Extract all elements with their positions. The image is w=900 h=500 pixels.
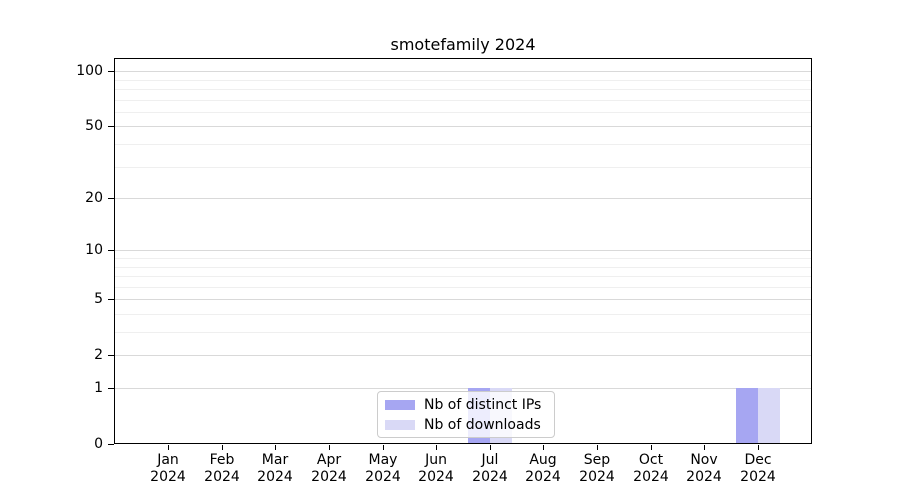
chart-title: smotefamily 2024 — [390, 35, 536, 54]
legend-swatch-distinct-ips — [385, 399, 415, 410]
bar-downloads-dec — [757, 388, 780, 444]
gridline-major-1 — [114, 388, 812, 390]
x-tick-sep — [597, 445, 598, 450]
gridline-minor-7 — [114, 276, 812, 278]
x-tick-jul — [490, 445, 491, 450]
x-tick-label-jul: Jul 2024 — [472, 452, 508, 485]
x-tick-label-feb: Feb 2024 — [204, 452, 240, 485]
x-tick-label-apr: Apr 2024 — [311, 452, 347, 485]
y-tick-10 — [108, 250, 114, 251]
gridline-minor-60 — [114, 111, 812, 113]
x-tick-label-mar: Mar 2024 — [257, 452, 293, 485]
bar-distinct-ips-dec — [735, 388, 758, 444]
plot-area — [114, 58, 812, 444]
gridline-minor-3 — [114, 332, 812, 334]
y-tick-0 — [108, 444, 114, 445]
gridline-major-2 — [114, 355, 812, 357]
y-tick-label-100: 100 — [76, 63, 103, 79]
y-tick-label-2: 2 — [94, 347, 103, 363]
gridline-minor-70 — [114, 99, 812, 101]
gridline-major-100 — [114, 71, 812, 73]
gridline-minor-4 — [114, 314, 812, 315]
gridline-major-20 — [114, 198, 812, 200]
gridline-minor-80 — [114, 89, 812, 91]
x-tick-label-jun: Jun 2024 — [418, 452, 454, 485]
gridline-minor-90 — [114, 79, 812, 81]
y-tick-5 — [108, 299, 114, 300]
y-tick-100 — [108, 71, 114, 72]
y-tick-2 — [108, 355, 114, 356]
gridline-minor-30 — [114, 166, 812, 168]
x-tick-dec — [758, 445, 759, 450]
x-tick-jan — [168, 445, 169, 450]
legend-label-downloads: Nb of downloads — [424, 416, 541, 433]
legend-item-downloads: Nb of downloads — [385, 416, 548, 434]
gridline-minor-6 — [114, 286, 812, 288]
y-tick-label-5: 5 — [94, 291, 103, 307]
y-tick-50 — [108, 126, 114, 127]
x-tick-label-oct: Oct 2024 — [633, 452, 669, 485]
y-tick-1 — [108, 388, 114, 389]
y-tick-label-0: 0 — [94, 436, 103, 452]
gridline-minor-40 — [114, 144, 812, 146]
x-tick-nov — [704, 445, 705, 450]
gridline-major-10 — [114, 250, 812, 252]
gridline-minor-9 — [114, 258, 812, 260]
y-tick-label-50: 50 — [85, 118, 103, 134]
y-tick-label-20: 20 — [85, 190, 103, 206]
x-tick-label-dec: Dec 2024 — [740, 452, 776, 485]
y-tick-label-10: 10 — [85, 242, 103, 258]
x-tick-label-nov: Nov 2024 — [686, 452, 722, 485]
legend: Nb of distinct IPs Nb of downloads — [377, 391, 555, 438]
x-tick-feb — [222, 445, 223, 450]
gridline-minor-8 — [114, 266, 812, 268]
x-tick-may — [383, 445, 384, 450]
x-tick-oct — [651, 445, 652, 450]
y-tick-20 — [108, 198, 114, 199]
legend-swatch-downloads — [385, 419, 415, 430]
x-tick-aug — [543, 445, 544, 450]
x-tick-jun — [436, 445, 437, 450]
x-tick-apr — [329, 445, 330, 450]
gridline-major-5 — [114, 299, 812, 301]
y-tick-label-1: 1 — [94, 380, 103, 396]
legend-item-distinct-ips: Nb of distinct IPs — [385, 396, 548, 414]
x-tick-mar — [275, 445, 276, 450]
x-tick-label-sep: Sep 2024 — [579, 452, 615, 485]
x-tick-label-jan: Jan 2024 — [150, 452, 186, 485]
legend-label-distinct-ips: Nb of distinct IPs — [424, 396, 542, 413]
gridline-major-50 — [114, 126, 812, 128]
x-tick-label-aug: Aug 2024 — [525, 452, 561, 485]
x-tick-label-may: May 2024 — [365, 452, 401, 485]
